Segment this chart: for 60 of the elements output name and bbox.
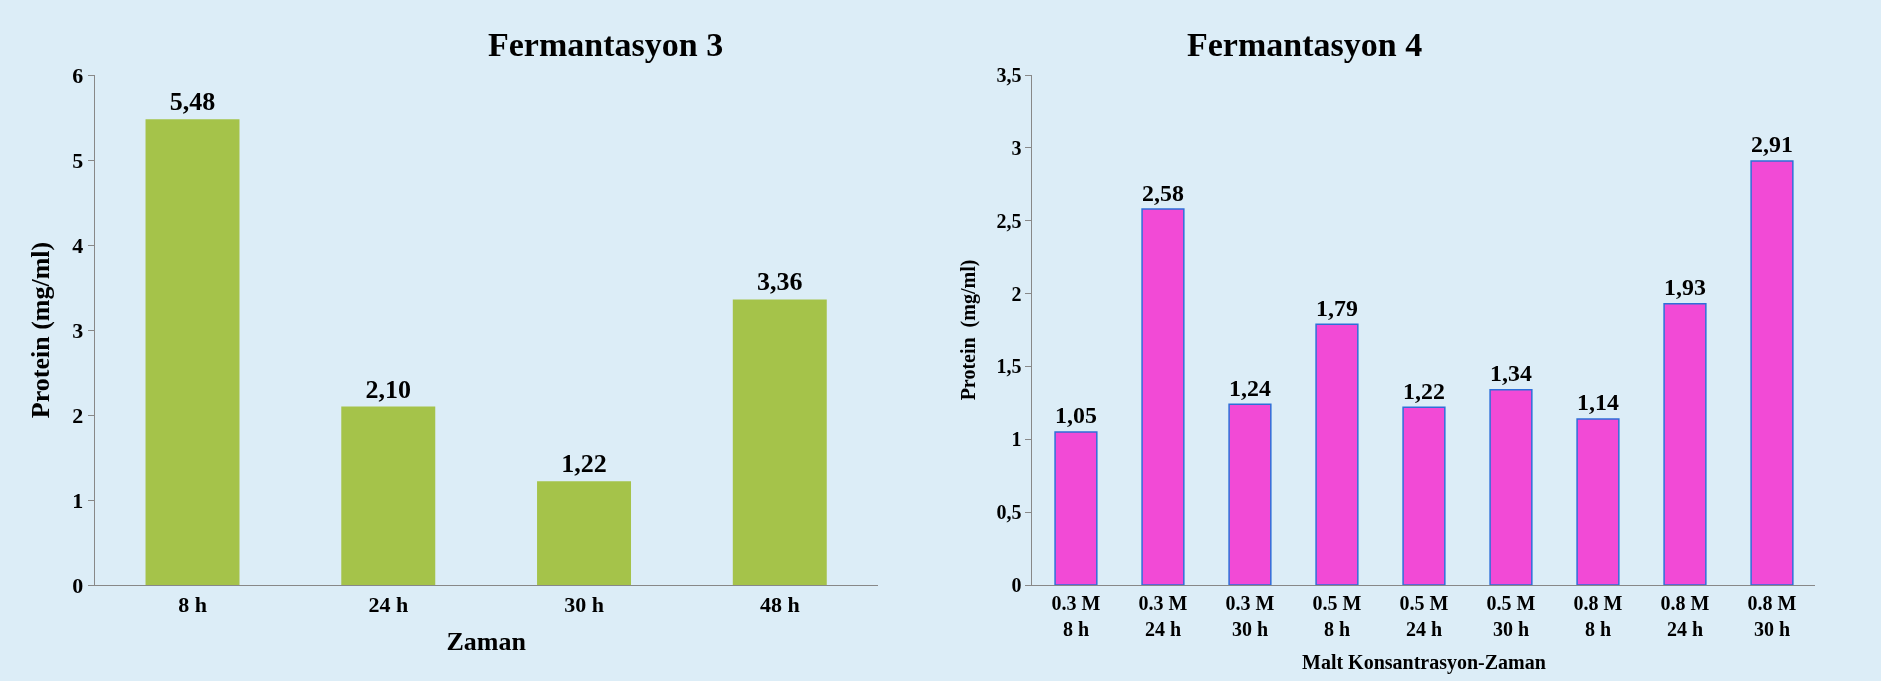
y-tick-label: 2 bbox=[72, 402, 84, 428]
bar bbox=[1054, 431, 1098, 585]
x-tick-label: 0.8 M 8 h bbox=[1573, 592, 1623, 640]
bar bbox=[732, 299, 827, 585]
x-tick-label: 0.8 M 30 h bbox=[1747, 592, 1797, 640]
bar bbox=[1576, 418, 1620, 585]
x-axis-title: Zaman bbox=[446, 627, 527, 657]
y-tick-label: 1,5 bbox=[996, 355, 1022, 378]
data-label: 3,36 bbox=[757, 267, 803, 297]
x-tick-label: 0.5 M 24 h bbox=[1399, 592, 1449, 640]
chart-title: Fermantasyon 4 bbox=[1187, 26, 1423, 63]
bar bbox=[1315, 323, 1359, 585]
y-tick-label: 2,5 bbox=[996, 209, 1022, 232]
data-label: 1,34 bbox=[1490, 360, 1532, 387]
y-tick-label: 6 bbox=[72, 62, 84, 88]
y-tick-label: 5 bbox=[72, 147, 84, 173]
x-tick-label: 0.3 M 24 h bbox=[1138, 592, 1188, 640]
bar bbox=[1228, 403, 1272, 585]
y-axis-title: Protein (mg/ml) bbox=[25, 241, 55, 419]
data-label: 1,22 bbox=[1403, 377, 1445, 404]
x-tick-label: 0.3 M 8 h bbox=[1051, 592, 1101, 640]
data-label: 2,58 bbox=[1142, 179, 1184, 206]
x-tick-label: 30 h bbox=[564, 592, 604, 618]
y-tick-label: 0 bbox=[72, 572, 84, 598]
data-label: 1,93 bbox=[1664, 274, 1706, 301]
x-tick-label: 0.5 M 8 h bbox=[1312, 592, 1362, 640]
y-tick-label: 2 bbox=[1011, 282, 1022, 305]
y-tick-label: 3 bbox=[1011, 136, 1022, 159]
y-tick-label: 0 bbox=[1011, 574, 1022, 596]
data-label: 1,79 bbox=[1316, 294, 1358, 321]
bar bbox=[1141, 208, 1185, 585]
y-tick-label: 3,5 bbox=[996, 64, 1022, 86]
bar bbox=[1402, 406, 1446, 585]
x-tick-label: 0.3 M 30 h bbox=[1225, 592, 1275, 640]
x-tick-label: 0.5 M 30 h bbox=[1486, 592, 1536, 640]
data-label: 1,22 bbox=[561, 449, 607, 479]
bar bbox=[341, 406, 436, 585]
bar bbox=[145, 119, 240, 585]
y-tick-label: 0,5 bbox=[996, 501, 1022, 524]
y-tick-label: 1 bbox=[1011, 428, 1022, 451]
y-axis-title: Protein (mg/ml) bbox=[956, 259, 980, 401]
data-label: 1,14 bbox=[1577, 389, 1619, 416]
data-label: 5,48 bbox=[169, 87, 216, 117]
bar bbox=[537, 481, 632, 585]
bar bbox=[1489, 388, 1533, 585]
x-tick-label: 0.8 M 24 h bbox=[1660, 592, 1710, 640]
data-label: 1,05 bbox=[1055, 402, 1097, 429]
x-tick-label: 24 h bbox=[368, 592, 409, 618]
data-label: 1,24 bbox=[1229, 374, 1271, 401]
y-tick-label: 3 bbox=[72, 317, 84, 343]
y-tick-label: 1 bbox=[72, 487, 84, 513]
x-axis-title: Malt Konsantrasyon-Zaman bbox=[1302, 650, 1546, 674]
bar bbox=[1663, 303, 1707, 585]
x-tick-label: 8 h bbox=[178, 592, 207, 618]
y-tick-label: 4 bbox=[72, 232, 84, 258]
chart-title: Fermantasyon 3 bbox=[488, 26, 724, 63]
data-label: 2,10 bbox=[365, 374, 412, 404]
bar bbox=[1750, 160, 1794, 585]
data-label: 2,91 bbox=[1751, 131, 1793, 158]
x-tick-label: 48 h bbox=[759, 592, 800, 618]
